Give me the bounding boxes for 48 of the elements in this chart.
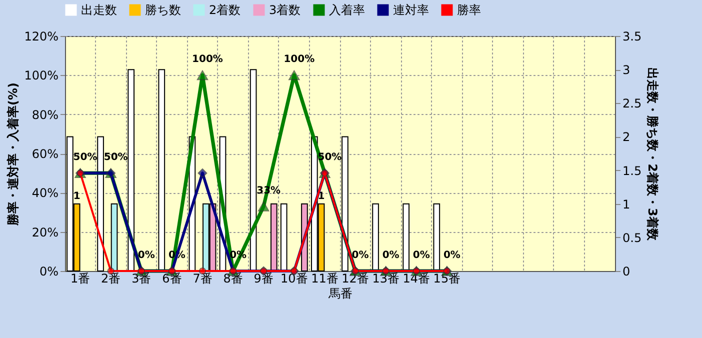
y-tick-label: 0% xyxy=(39,264,58,278)
x-tick-label: 10番 xyxy=(280,272,308,286)
y-axis-title: 勝率・連対率・入着率(%) xyxy=(6,82,20,226)
legend-label: 3着数 xyxy=(269,3,301,17)
legend-label: 勝率 xyxy=(457,3,481,17)
y-tick-label: 80% xyxy=(32,108,58,122)
data-label: 100% xyxy=(192,54,223,66)
data-label: 100% xyxy=(284,54,315,66)
data-label: 0% xyxy=(138,250,155,261)
data-label: 0% xyxy=(382,250,400,261)
x-tick-label: 6番 xyxy=(162,272,182,286)
x-tick-label: 3番 xyxy=(132,272,152,286)
y2-tick-label: 1 xyxy=(622,197,630,212)
x-tick-label: 8番 xyxy=(223,272,243,286)
x-tick-label: 12番 xyxy=(342,272,369,286)
y2-tick-label: 3.5 xyxy=(622,30,642,44)
legend-label: 出走数 xyxy=(81,3,117,17)
data-label: 0% xyxy=(443,250,460,261)
x-tick-label: 13番 xyxy=(372,272,400,286)
y2-tick-label: 2.5 xyxy=(622,96,642,111)
data-label: 0% xyxy=(412,250,430,261)
y-tick-label: 20% xyxy=(32,225,58,240)
y2-tick-label: 2 xyxy=(622,130,630,144)
y-tick-label: 120% xyxy=(24,30,58,44)
x-tick-label: 14番 xyxy=(402,272,430,286)
y2-axis-title: 出走数・勝ち数・2着数・3着数 xyxy=(646,68,660,242)
x-tick-label: 9番 xyxy=(254,272,274,286)
x-tick-label: 2番 xyxy=(101,272,121,286)
data-label: 50% xyxy=(73,152,98,164)
y2-tick-label: 0.5 xyxy=(622,230,642,245)
y2-tick-label: 3 xyxy=(622,63,630,78)
x-tick-label: 11番 xyxy=(311,272,338,286)
x-tick-label: 1番 xyxy=(70,272,90,286)
y-tick-label: 100% xyxy=(24,68,58,83)
legend-label: 入着率 xyxy=(329,3,365,17)
data-label: 50% xyxy=(104,152,128,164)
y2-tick-label: 0 xyxy=(622,264,630,278)
y2-tick-label: 1.5 xyxy=(622,164,642,178)
y-tick-label: 40% xyxy=(32,186,58,200)
legend-label: 連対率 xyxy=(393,3,429,17)
data-label: 0% xyxy=(352,250,369,261)
legend-label: 勝ち数 xyxy=(145,3,181,17)
y-tick-label: 60% xyxy=(32,147,58,161)
legend-label: 2着数 xyxy=(209,3,241,17)
x-axis-title: 馬番 xyxy=(328,286,352,300)
data-label: 1 xyxy=(73,190,80,202)
x-tick-label: 7番 xyxy=(192,272,212,286)
x-tick-label: 15番 xyxy=(433,272,461,286)
